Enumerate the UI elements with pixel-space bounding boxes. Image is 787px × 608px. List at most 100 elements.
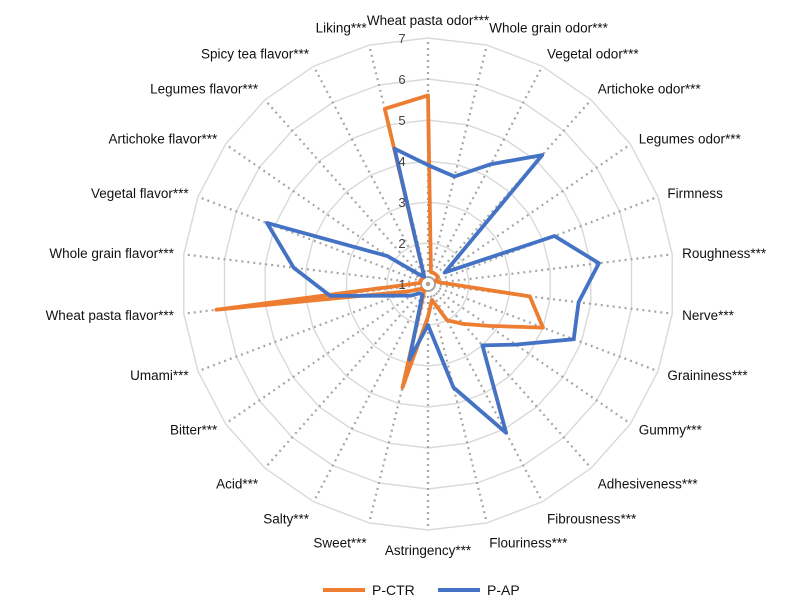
category-label: Roughness*** — [682, 246, 767, 261]
category-label: Spicy tea flavor*** — [201, 46, 310, 61]
data-point-p-ctr-14 — [426, 315, 430, 319]
axis-line-24 — [264, 99, 429, 285]
axis-line-4 — [427, 99, 592, 285]
axis-line-8 — [427, 282, 673, 315]
axis-line-23 — [224, 143, 429, 285]
data-point-p-ap-6 — [553, 234, 556, 238]
axis-line-12 — [427, 283, 544, 503]
series-layer — [214, 93, 601, 435]
data-point-p-ap-3 — [489, 162, 493, 166]
data-point-p-ctr-8 — [528, 295, 532, 298]
axis-line-9 — [427, 282, 659, 373]
data-point-p-ap-18 — [409, 294, 413, 297]
data-point-p-ap-19 — [395, 294, 399, 297]
data-point-p-ctr-19 — [407, 289, 411, 293]
category-label: Acid*** — [216, 477, 259, 492]
data-point-p-ctr-9 — [541, 326, 545, 329]
gridline-ring-7 — [183, 37, 673, 531]
category-label: Legumes flavor*** — [150, 81, 259, 96]
data-point-p-ap-8 — [577, 300, 580, 304]
radial-tick-label: 3 — [398, 195, 405, 210]
category-label: Salty*** — [263, 512, 310, 527]
radial-tick-label: 4 — [398, 154, 405, 169]
category-label: Nerve*** — [682, 308, 735, 323]
axis-line-5 — [427, 143, 632, 285]
radial-tick-label: 6 — [398, 72, 405, 87]
data-point-p-ap-11 — [481, 344, 484, 347]
data-point-p-ap-2 — [453, 175, 456, 178]
axis-line-19 — [197, 282, 429, 373]
data-point-p-ctr-18 — [419, 287, 423, 291]
category-label: Flouriness*** — [489, 536, 568, 551]
legend-label-p-ctr: P-CTR — [372, 582, 415, 598]
data-point-p-ap-5 — [443, 271, 447, 274]
category-label: Whole grain odor*** — [489, 20, 608, 35]
category-label: Fibrousness*** — [547, 512, 637, 527]
data-point-p-ap-21 — [292, 266, 296, 270]
data-point-p-ap-17 — [418, 291, 422, 295]
data-point-p-ctr-20 — [215, 308, 218, 312]
data-point-p-ctr-15 — [401, 386, 404, 389]
category-label: Astringency*** — [385, 543, 472, 558]
gridline-ring-3 — [345, 201, 511, 367]
data-point-p-ap-23 — [386, 254, 389, 258]
data-point-p-ap-10 — [514, 343, 518, 346]
category-label: Sweet*** — [313, 536, 367, 551]
data-point-p-ctr-12 — [445, 318, 449, 322]
category-label: Wheat pasta odor*** — [367, 13, 490, 28]
radial-tick-label: 7 — [398, 31, 405, 46]
category-label: Vegetal flavor*** — [91, 186, 189, 201]
axis-line-22 — [197, 195, 429, 286]
axis-line-11 — [427, 283, 592, 469]
data-point-p-ctr-11 — [461, 322, 465, 326]
category-label: Firmness — [667, 186, 723, 201]
data-point-p-ctr-10 — [487, 324, 491, 328]
data-point-p-ap-12 — [504, 431, 508, 435]
data-point-p-ap-20 — [328, 294, 332, 298]
data-point-p-ctr-5 — [436, 275, 440, 279]
legend: P-CTR P-AP — [323, 582, 520, 598]
data-point-p-ap-15 — [408, 358, 411, 361]
data-point-p-ctr-6 — [434, 279, 438, 283]
data-point-p-ctr-26 — [383, 107, 387, 111]
data-point-p-ctr-7 — [438, 281, 442, 284]
axis-line-16 — [312, 283, 429, 503]
data-point-p-ap-25 — [422, 275, 426, 279]
category-label: Artichoke flavor*** — [108, 132, 218, 147]
radial-tick-label: 2 — [398, 236, 405, 251]
category-label: Gummy*** — [639, 422, 703, 437]
axis-line-13 — [426, 283, 488, 524]
category-label: Bitter*** — [170, 422, 218, 437]
axis-line-26 — [368, 44, 430, 285]
data-point-p-ap-13 — [452, 386, 455, 389]
category-label-layer: Wheat pasta odor*** Whole grain odor*** Ve… — [46, 13, 767, 558]
data-point-p-ap-14 — [426, 323, 430, 327]
data-point-p-ap-22 — [265, 221, 269, 225]
data-point-p-ctr-1 — [426, 94, 430, 97]
radial-tick-label: 5 — [398, 113, 405, 128]
axis-line-3 — [427, 65, 544, 285]
data-point-p-ap-4 — [540, 153, 544, 157]
radial-tick-label: 1 — [398, 277, 405, 292]
category-label: Legumes odor*** — [639, 132, 742, 147]
category-label: Artichoke odor*** — [598, 81, 702, 96]
axis-line-15 — [368, 283, 430, 524]
series-line-p-ap — [265, 146, 601, 435]
data-point-p-ap-26 — [393, 147, 396, 151]
category-label: Liking*** — [316, 20, 368, 35]
axis-line-21 — [183, 253, 429, 286]
axis-line-7 — [427, 253, 673, 286]
axis-line-10 — [427, 283, 632, 425]
category-label: Adhesiveness*** — [598, 477, 699, 492]
legend-label-p-ap: P-AP — [487, 582, 520, 598]
axis-line-6 — [427, 195, 659, 286]
data-point-p-ap-7 — [597, 261, 601, 265]
data-point-p-ap-1 — [426, 163, 430, 167]
tick-layer: 1 2 3 4 5 6 7 — [398, 31, 405, 292]
data-point-p-ap-9 — [572, 337, 576, 341]
axis-line-17 — [264, 283, 429, 469]
axis-line-25 — [312, 65, 429, 285]
category-label: Umami*** — [130, 368, 189, 383]
category-label: Wheat pasta flavor*** — [46, 308, 175, 323]
